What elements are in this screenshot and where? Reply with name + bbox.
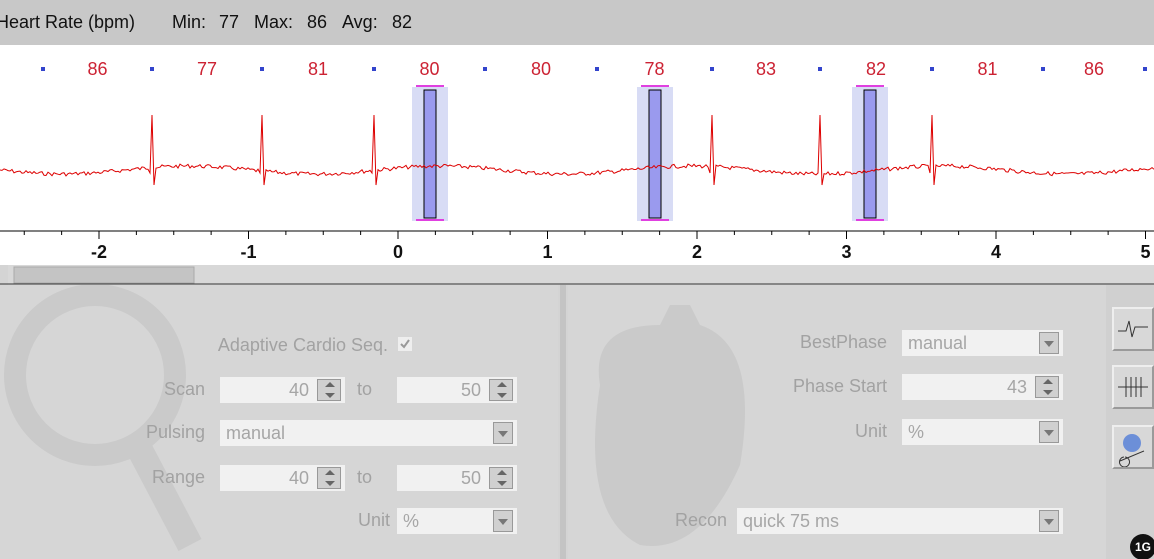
right-unit-label: Unit <box>700 421 887 442</box>
scan-from-input[interactable]: 40 <box>220 377 345 403</box>
beat-dot <box>41 67 45 71</box>
time-tick-label: 1 <box>542 242 552 262</box>
heart-rate-label: 86 <box>87 59 107 79</box>
phase-start-value: 43 <box>1007 374 1027 400</box>
time-tick-label: 3 <box>841 242 851 262</box>
phase-window <box>864 90 876 218</box>
right-unit-select[interactable]: % <box>902 419 1063 445</box>
range-to-input[interactable]: 50 <box>397 465 517 491</box>
spinner[interactable] <box>317 379 341 401</box>
heart-rate-label: 82 <box>866 59 886 79</box>
phases-button[interactable] <box>1112 365 1154 409</box>
dropdown-button[interactable] <box>1039 332 1059 354</box>
time-tick-label: 2 <box>692 242 702 262</box>
ecg-view[interactable]: 86 77 81 80 80 78 83 82 81 86 -2 -1 0 1 2 3 4 5 <box>0 45 1154 285</box>
view-button[interactable] <box>1112 425 1154 469</box>
time-tick-label: 0 <box>393 242 403 262</box>
recon-label: Recon <box>600 510 727 531</box>
heart-rate-label: 80 <box>531 59 551 79</box>
spinner[interactable] <box>489 379 513 401</box>
beat-dot <box>1041 67 1045 71</box>
pulsing-label: Pulsing <box>100 422 205 443</box>
beat-dot <box>150 67 154 71</box>
unit-label: Unit <box>280 510 390 531</box>
app-window: Heart Rate (bpm) Min: 77 Max: 86 Avg: 82… <box>0 0 1154 559</box>
heart-rate-label: 77 <box>197 59 217 79</box>
recon-value: quick 75 ms <box>743 508 839 534</box>
max-value: 86 <box>307 12 327 33</box>
range-to-label: to <box>357 467 372 488</box>
right-unit-value: % <box>908 419 924 445</box>
phase-window <box>424 90 436 218</box>
avg-value: 82 <box>392 12 412 33</box>
time-tick-label: -2 <box>91 242 107 262</box>
beat-dot <box>595 67 599 71</box>
dropdown-button[interactable] <box>493 510 513 532</box>
beat-dot <box>930 67 934 71</box>
adaptive-checkbox[interactable] <box>398 337 412 351</box>
time-tick-label: -1 <box>240 242 256 262</box>
dropdown-button[interactable] <box>493 422 513 444</box>
time-tick-label: 5 <box>1140 242 1150 262</box>
min-value: 77 <box>219 12 239 33</box>
range-from-value: 40 <box>289 465 309 491</box>
unit-select[interactable]: % <box>397 508 517 534</box>
adaptive-label: Adaptive Cardio Seq. <box>100 335 388 356</box>
heart-rate-label: 83 <box>756 59 776 79</box>
unit-value: % <box>403 508 419 534</box>
range-to-value: 50 <box>461 465 481 491</box>
badge: 1G <box>1130 534 1154 559</box>
beat-dot <box>818 67 822 71</box>
time-tick-label: 4 <box>991 242 1001 262</box>
bestphase-label: BestPhase <box>700 332 887 353</box>
ecg-button[interactable] <box>1112 307 1154 351</box>
spinner[interactable] <box>489 467 513 489</box>
phase-start-input[interactable]: 43 <box>902 374 1063 400</box>
max-label: Max: <box>254 12 293 33</box>
heart-rate-label: 81 <box>977 59 997 79</box>
beat-dot <box>1143 67 1147 71</box>
range-from-input[interactable]: 40 <box>220 465 345 491</box>
avg-label: Avg: <box>342 12 378 33</box>
bestphase-select[interactable]: manual <box>902 330 1063 356</box>
header-title: Heart Rate (bpm) <box>0 12 135 33</box>
scan-from-value: 40 <box>289 377 309 403</box>
beat-dot <box>710 67 714 71</box>
spinner[interactable] <box>317 467 341 489</box>
bestphase-value: manual <box>908 330 967 356</box>
beat-dot <box>483 67 487 71</box>
spinner[interactable] <box>1035 376 1059 398</box>
beat-dot <box>372 67 376 71</box>
min-label: Min: <box>172 12 206 33</box>
scan-label: Scan <box>100 379 205 400</box>
scan-to-label: to <box>357 379 372 400</box>
header-bar: Heart Rate (bpm) Min: 77 Max: 86 Avg: 82 <box>0 0 1154 45</box>
heart-rate-label: 78 <box>644 59 664 79</box>
pulsing-value: manual <box>226 420 285 446</box>
phase-window <box>649 90 661 218</box>
pulsing-select[interactable]: manual <box>220 420 517 446</box>
heart-rate-label: 86 <box>1084 59 1104 79</box>
heart-rate-label: 81 <box>308 59 328 79</box>
recon-select[interactable]: quick 75 ms <box>737 508 1063 534</box>
phase-start-label: Phase Start <box>700 376 887 397</box>
scrollbar-thumb[interactable] <box>14 267 194 283</box>
scan-to-input[interactable]: 50 <box>397 377 517 403</box>
dropdown-button[interactable] <box>1039 421 1059 443</box>
heart-rate-label: 80 <box>419 59 439 79</box>
dropdown-button[interactable] <box>1039 510 1059 532</box>
beat-dot <box>260 67 264 71</box>
range-label: Range <box>100 467 205 488</box>
scan-to-value: 50 <box>461 377 481 403</box>
